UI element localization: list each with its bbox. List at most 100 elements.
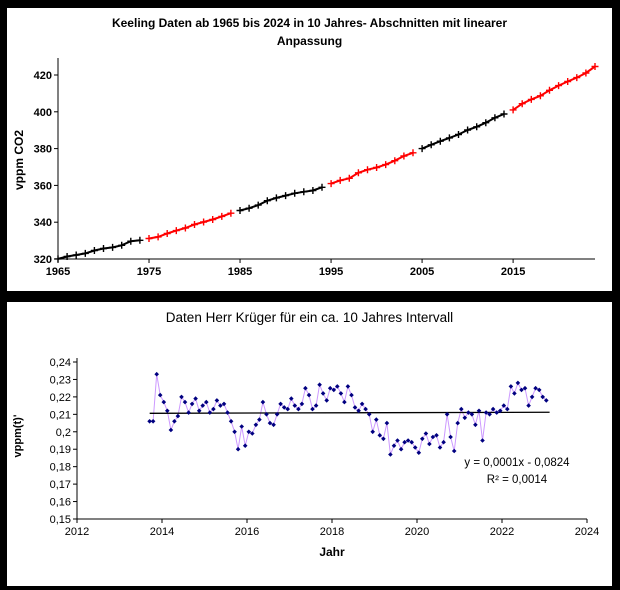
decade-fit-line [239,186,323,212]
diamond-marker [398,446,404,452]
plus-marker [400,152,408,160]
diamond-marker [391,443,397,448]
svg-text:2020: 2020 [405,526,429,538]
svg-text:1985: 1985 [228,266,252,278]
plus-marker [172,227,180,235]
diamond-marker [416,450,422,455]
plus-marker [509,106,517,114]
plus-marker [200,218,208,226]
plus-marker [54,255,62,263]
svg-text:2015: 2015 [501,266,525,278]
diamond-marker [374,417,379,422]
diamond-marker [313,403,319,408]
decade-fit-line [421,113,505,150]
decade-fit-line [330,151,414,185]
plus-marker [427,141,435,149]
diamond-marker [221,401,227,407]
plus-marker [582,69,590,77]
plus-marker [546,86,553,94]
diamond-marker [381,436,386,442]
svg-text:2018: 2018 [320,526,344,538]
kruger-x-axis-label: Jahr [319,545,345,559]
diamond-marker [434,433,439,438]
svg-text:1995: 1995 [319,266,343,278]
plus-marker [263,197,271,205]
diamond-marker [409,439,414,445]
keeling-chart-plot: 320 340 360 380 400 420 1965 1975 1985 1995 2005 20… [34,58,599,278]
diamond-marker [168,427,174,433]
plus-marker [100,245,107,252]
diamond-marker [150,419,156,424]
plus-marker [354,169,362,177]
plus-marker [245,204,253,212]
plus-marker [409,149,417,157]
diamond-marker [359,401,365,407]
diamond-marker [505,406,510,412]
keeling-chart-title-line1: Keeling Daten ab 1965 bis 2024 in 10 Jah… [111,16,508,30]
plus-marker [218,212,226,220]
plus-marker [591,63,599,70]
trendline-equation: y = 0,0001x - 0,0824 [464,457,570,469]
plus-marker [72,251,80,259]
keeling-chart-title-line2: Anpassung [276,34,343,48]
diamond-marker [196,408,202,414]
diamond-marker [526,403,531,408]
svg-text:0,2: 0,2 [56,427,71,439]
plus-marker [373,164,381,171]
diamond-marker [466,410,471,415]
diamond-marker [501,403,507,408]
plus-marker [391,157,399,165]
plus-marker [345,174,353,182]
diamond-marker [317,382,322,387]
plus-marker [445,134,453,142]
diamond-marker [335,384,340,389]
diamond-marker [544,398,549,403]
plus-marker [455,131,462,138]
kruger-chart-title: Daten Herr Krüger für ein ca. 10 Jahres … [165,310,454,325]
diamond-marker [512,391,517,396]
plus-marker [227,209,235,217]
diamond-marker [182,399,188,405]
diamond-marker [473,422,478,428]
plus-marker [181,224,189,232]
plus-marker [436,137,444,145]
diamond-marker [423,431,429,436]
diamond-marker [349,392,354,398]
svg-text:2005: 2005 [410,266,434,278]
diamond-marker [427,441,432,447]
diamond-marker [324,398,329,403]
decade-fit-line [148,212,232,240]
linear-trendline [149,411,550,414]
plus-marker [364,166,371,174]
diamond-marker [303,385,308,391]
diamond-marker [161,399,167,405]
diamond-marker [529,394,535,400]
plus-marker [418,145,426,153]
svg-text:1965: 1965 [46,266,70,278]
plus-marker [573,74,581,82]
plus-marker [127,237,135,245]
diamond-marker [437,445,443,450]
svg-text:2014: 2014 [150,526,174,538]
plus-marker [81,249,89,257]
svg-text:380: 380 [34,144,52,156]
diamond-marker [289,396,294,401]
svg-text:340: 340 [34,217,52,229]
plus-marker [473,123,481,131]
diamond-marker [508,384,514,389]
plus-marker [518,100,526,108]
plus-marker [318,183,326,191]
diamond-marker [451,448,457,454]
diamond-marker [320,391,326,396]
diamond-marker [342,399,347,405]
keeling-chart-panel: Keeling Daten ab 1965 bis 2024 in 10 Jah… [7,8,612,291]
diamond-marker [370,429,375,435]
kruger-fit-annotation: y = 0,0001x - 0,0824 R² = 0,0014 [432,455,602,489]
diamond-marker [228,419,234,424]
svg-text:0,23: 0,23 [50,374,71,386]
plus-marker [291,189,299,197]
diamond-marker [490,406,496,412]
diamond-marker [430,434,436,440]
kruger-chart-panel: Daten Herr Krüger für ein ca. 10 Jahres … [7,302,612,586]
